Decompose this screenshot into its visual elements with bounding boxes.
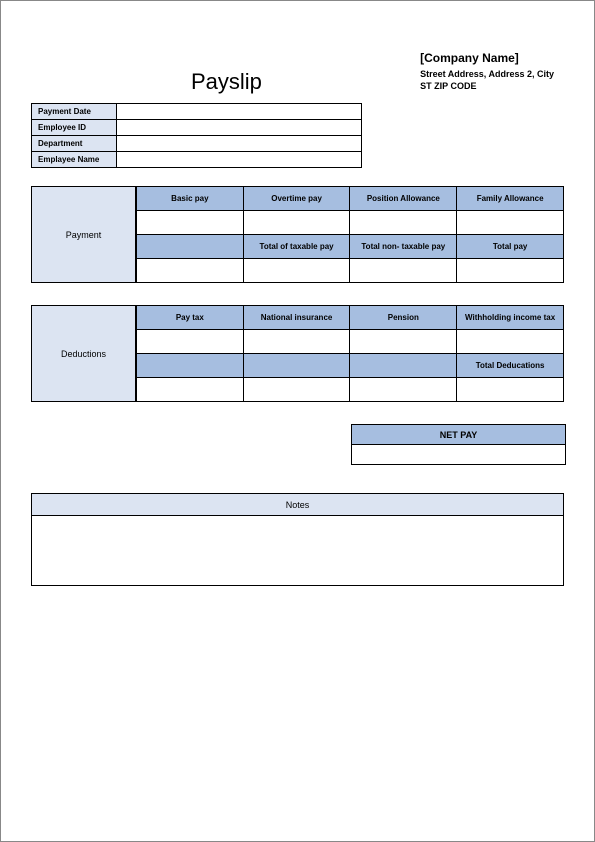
deductions-header2 xyxy=(137,354,244,378)
netpay-block: NET PAY xyxy=(351,424,564,465)
info-label: Payment Date xyxy=(32,104,117,120)
payment-value2 xyxy=(137,259,244,283)
deductions-value2 xyxy=(137,378,244,402)
payment-header2: Total of taxable pay xyxy=(243,235,350,259)
payment-header: Basic pay xyxy=(137,187,244,211)
page-title: Payslip xyxy=(191,69,262,95)
info-row: Department xyxy=(32,136,362,152)
payment-value2 xyxy=(243,259,350,283)
company-zip: ST ZIP CODE xyxy=(420,81,554,91)
netpay-value xyxy=(352,445,566,465)
info-label: Department xyxy=(32,136,117,152)
deductions-header2 xyxy=(243,354,350,378)
info-label: Emplayee Name xyxy=(32,152,117,168)
info-row: Emplayee Name xyxy=(32,152,362,168)
netpay-table: NET PAY xyxy=(351,424,566,465)
payment-total-header: Total pay xyxy=(457,235,564,259)
payment-total-value xyxy=(457,259,564,283)
info-value xyxy=(117,152,362,168)
header-row: Payslip [Company Name] Street Address, A… xyxy=(31,51,564,95)
notes-table: Notes xyxy=(31,493,564,586)
info-row: Employee ID xyxy=(32,120,362,136)
deductions-section: Deductions Pay tax National insurance Pe… xyxy=(31,305,564,402)
payment-header2: Total non- taxable pay xyxy=(350,235,457,259)
netpay-label: NET PAY xyxy=(352,425,566,445)
info-value xyxy=(117,136,362,152)
payment-header: Position Allowance xyxy=(350,187,457,211)
deductions-total-header: Total Deducations xyxy=(457,354,564,378)
payment-grid: Basic pay Overtime pay Position Allowanc… xyxy=(136,186,564,283)
deductions-value2 xyxy=(350,378,457,402)
info-value xyxy=(117,104,362,120)
deductions-grid: Pay tax National insurance Pension Withh… xyxy=(136,305,564,402)
payment-value xyxy=(137,211,244,235)
deductions-value xyxy=(350,330,457,354)
payment-header2 xyxy=(137,235,244,259)
payment-value xyxy=(457,211,564,235)
payment-header: Family Allowance xyxy=(457,187,564,211)
company-block: [Company Name] Street Address, Address 2… xyxy=(420,51,554,93)
deductions-value xyxy=(137,330,244,354)
info-value xyxy=(117,120,362,136)
payslip-page: Payslip [Company Name] Street Address, A… xyxy=(0,0,595,842)
deductions-header2 xyxy=(350,354,457,378)
payment-value xyxy=(243,211,350,235)
deductions-total-value xyxy=(457,378,564,402)
deductions-header: Pension xyxy=(350,306,457,330)
payment-header: Overtime pay xyxy=(243,187,350,211)
notes-body xyxy=(32,516,564,586)
deductions-header: National insurance xyxy=(243,306,350,330)
deductions-value2 xyxy=(243,378,350,402)
deductions-header: Pay tax xyxy=(137,306,244,330)
company-address: Street Address, Address 2, City xyxy=(420,69,554,79)
employee-info-table: Payment Date Employee ID Department Empl… xyxy=(31,103,362,168)
payment-value2 xyxy=(350,259,457,283)
company-name: [Company Name] xyxy=(420,51,554,65)
info-label: Employee ID xyxy=(32,120,117,136)
payment-value xyxy=(350,211,457,235)
deductions-value xyxy=(457,330,564,354)
deductions-header: Withholding income tax xyxy=(457,306,564,330)
payment-section: Payment Basic pay Overtime pay Position … xyxy=(31,186,564,283)
info-row: Payment Date xyxy=(32,104,362,120)
notes-label: Notes xyxy=(32,494,564,516)
deductions-value xyxy=(243,330,350,354)
deductions-label: Deductions xyxy=(31,305,136,402)
payment-label: Payment xyxy=(31,186,136,283)
